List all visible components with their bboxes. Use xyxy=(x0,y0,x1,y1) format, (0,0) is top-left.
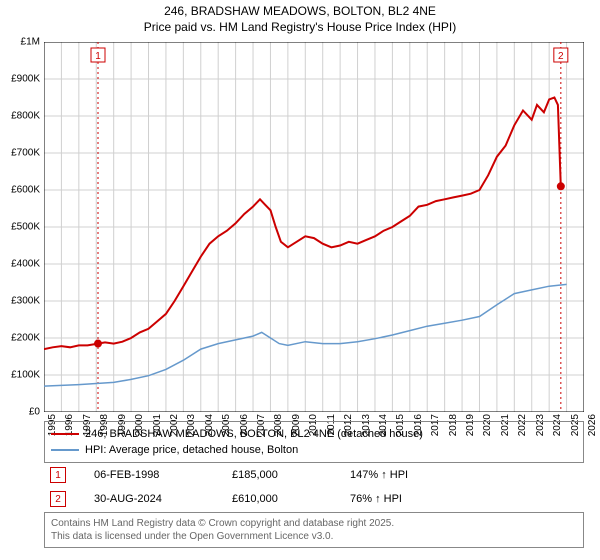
chart-svg: 12 xyxy=(44,42,584,412)
y-tick-label: £100K xyxy=(11,370,40,381)
title-line2: Price paid vs. HM Land Registry's House … xyxy=(0,20,600,36)
y-tick-label: £0 xyxy=(29,407,40,418)
y-tick-label: £500K xyxy=(11,222,40,233)
y-tick-label: £400K xyxy=(11,259,40,270)
chart-plot-area: 12 xyxy=(44,42,584,412)
chart-container: { "title": { "line1": "246, BRADSHAW MEA… xyxy=(0,0,600,560)
sale-price: £185,000 xyxy=(232,469,322,481)
chart-title: 246, BRADSHAW MEADOWS, BOLTON, BL2 4NE P… xyxy=(0,0,600,35)
sale-date: 30-AUG-2024 xyxy=(94,493,204,505)
sale-marker-icon: 2 xyxy=(50,491,66,507)
title-line1: 246, BRADSHAW MEADOWS, BOLTON, BL2 4NE xyxy=(0,4,600,20)
x-tick-label: 2026 xyxy=(587,414,598,436)
footer-line2: This data is licensed under the Open Gov… xyxy=(51,530,577,543)
y-tick-label: £1M xyxy=(21,37,40,48)
footer-attribution: Contains HM Land Registry data © Crown c… xyxy=(44,512,584,548)
sale-delta: 76% ↑ HPI xyxy=(350,493,402,505)
sales-table: 1 06-FEB-1998 £185,000 147% ↑ HPI 2 30-A… xyxy=(44,463,584,511)
footer-line1: Contains HM Land Registry data © Crown c… xyxy=(51,517,577,530)
y-tick-label: £300K xyxy=(11,296,40,307)
legend-swatch xyxy=(51,433,79,435)
sale-price: £610,000 xyxy=(232,493,322,505)
y-tick-label: £200K xyxy=(11,333,40,344)
y-tick-label: £800K xyxy=(11,111,40,122)
legend-swatch xyxy=(51,449,79,451)
svg-text:2: 2 xyxy=(558,51,564,62)
legend-label: HPI: Average price, detached house, Bolt… xyxy=(85,444,298,456)
y-tick-label: £700K xyxy=(11,148,40,159)
y-tick-label: £900K xyxy=(11,74,40,85)
sales-row: 2 30-AUG-2024 £610,000 76% ↑ HPI xyxy=(44,487,584,511)
sales-row: 1 06-FEB-1998 £185,000 147% ↑ HPI xyxy=(44,463,584,487)
legend-item: HPI: Average price, detached house, Bolt… xyxy=(51,442,577,458)
svg-text:1: 1 xyxy=(95,51,101,62)
sale-delta: 147% ↑ HPI xyxy=(350,469,408,481)
y-tick-label: £600K xyxy=(11,185,40,196)
legend-item: 246, BRADSHAW MEADOWS, BOLTON, BL2 4NE (… xyxy=(51,426,577,442)
legend: 246, BRADSHAW MEADOWS, BOLTON, BL2 4NE (… xyxy=(44,421,584,463)
legend-label: 246, BRADSHAW MEADOWS, BOLTON, BL2 4NE (… xyxy=(85,428,423,440)
sale-date: 06-FEB-1998 xyxy=(94,469,204,481)
sale-marker-icon: 1 xyxy=(50,467,66,483)
